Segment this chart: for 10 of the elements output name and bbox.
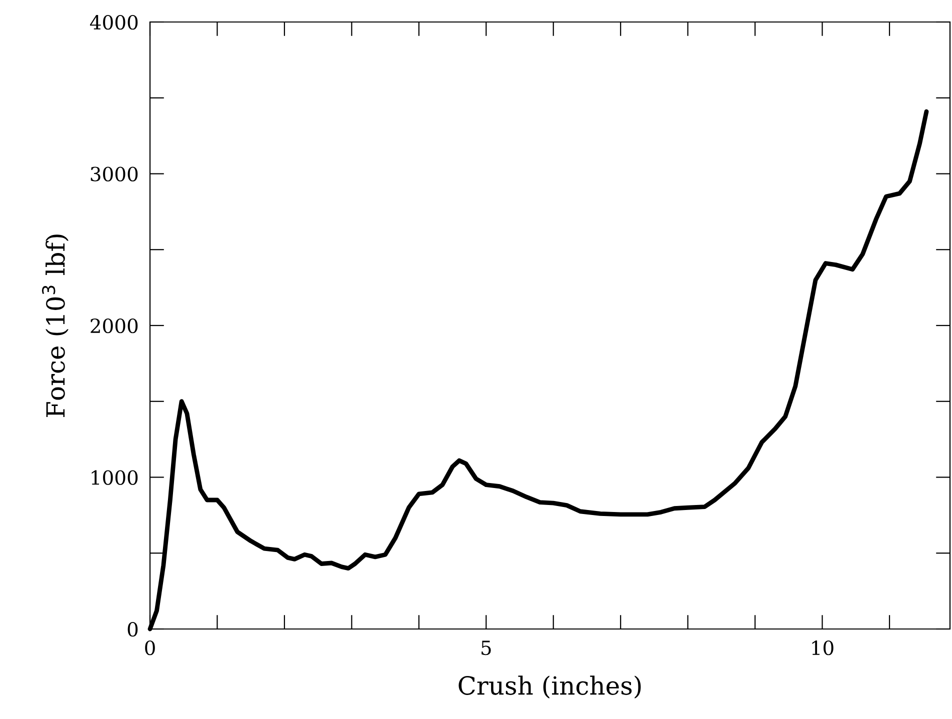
y-tick-label: 1000 (92, 470, 138, 485)
y-tick-label: 0 (128, 622, 138, 637)
x-tick-label: 0 (145, 640, 155, 656)
x-tick-label: 10 (812, 640, 834, 656)
y-axis-title: Force (10$^{3}$ lbf) (42, 234, 68, 417)
y-tick-label: 4000 (90, 14, 138, 30)
x-tick-label: 5 (482, 640, 491, 656)
y-tick-label: 2000 (90, 318, 138, 334)
y-tick-label: 3000 (90, 166, 138, 182)
x-axis-title: Crush (inches) (458, 676, 641, 698)
